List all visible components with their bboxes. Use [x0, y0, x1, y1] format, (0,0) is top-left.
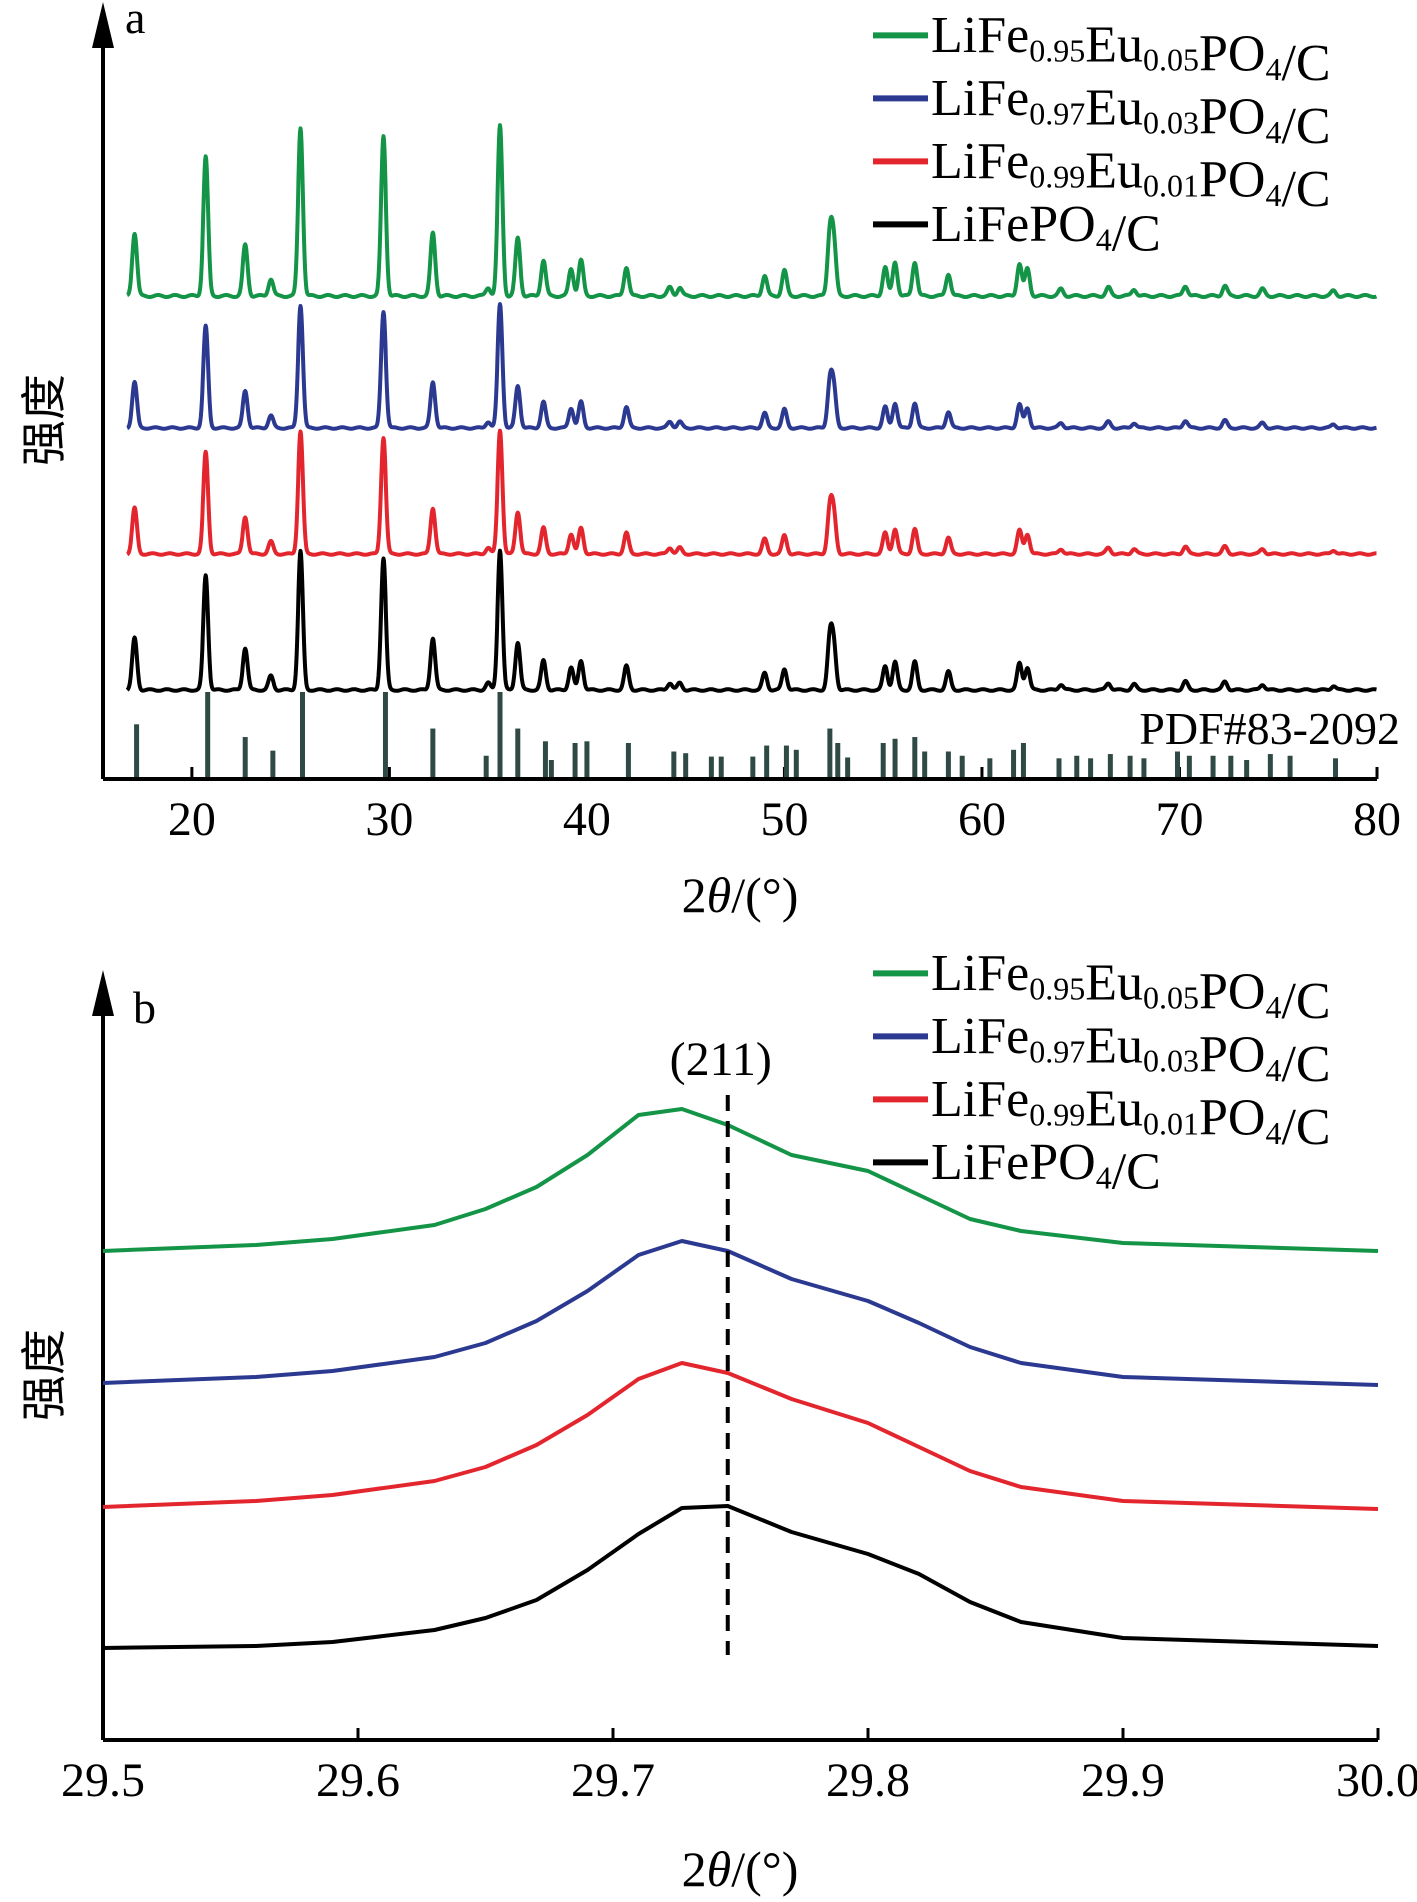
reference-line: [845, 757, 851, 777]
diffraction-pattern-line: [125, 548, 1378, 693]
reference-line: [683, 753, 689, 777]
panel-b-series: [102, 1107, 1379, 1650]
x-tick-label: 20: [168, 793, 216, 846]
reference-line: [880, 743, 886, 777]
reference-line: [835, 743, 841, 777]
reference-line: [497, 692, 503, 777]
x-tick-label: 29.7: [571, 1754, 655, 1807]
reference-line: [584, 741, 590, 777]
reference-line: [270, 750, 276, 777]
reference-line: [1088, 758, 1094, 777]
reference-line: [783, 745, 789, 777]
legend-entry: LiFe0.99Eu0.01PO4/C: [931, 1071, 1331, 1156]
reference-line: [793, 749, 799, 777]
reference-label: PDF#83-2092: [1139, 703, 1400, 754]
peak-profile-line: [102, 1361, 1379, 1511]
panel-a-x-label: 2θ/(°): [682, 867, 799, 923]
x-tick-label: 60: [958, 793, 1006, 846]
peak-profile-line: [102, 1107, 1379, 1253]
legend-entry: LiFe0.97Eu0.03PO4/C: [931, 1008, 1331, 1093]
reference-line: [718, 756, 724, 777]
panel-b-legend: LiFe0.95Eu0.05PO4/CLiFe0.97Eu0.03PO4/CLi…: [873, 945, 1331, 1200]
peak-profile-line: [102, 1504, 1379, 1650]
panel-a-y-label: 强度: [19, 374, 70, 466]
reference-line: [1228, 755, 1234, 777]
panel-a-legend: LiFe0.95Eu0.05PO4/CLiFe0.97Eu0.03PO4/CLi…: [873, 7, 1331, 262]
diffraction-pattern-line: [125, 302, 1378, 431]
reference-line: [625, 743, 631, 777]
reference-line: [1074, 755, 1080, 777]
reference-line: [708, 756, 714, 777]
x-tick-label: 29.8: [826, 1754, 910, 1807]
reference-line: [1011, 749, 1017, 777]
reference-line: [1056, 758, 1062, 777]
panel-b-x-label: 2θ/(°): [682, 1841, 799, 1897]
x-tick-label: 80: [1353, 793, 1401, 846]
panel-b-x-ticks: 29.5 29.6 29.7 29.8 29.9 30.0: [61, 1728, 1417, 1807]
panel-a-y-axis-arrow: [92, 2, 114, 48]
reflection-211-label: (211): [670, 1033, 772, 1086]
reference-line: [959, 755, 965, 777]
x-tick-label: 29.6: [316, 1754, 400, 1807]
legend-entry: LiFe0.99Eu0.01PO4/C: [931, 133, 1331, 218]
x-tick-label: 30: [365, 793, 413, 846]
peak-profile-line: [102, 1239, 1379, 1387]
reference-line: [987, 758, 993, 777]
legend-entry: LiFe0.95Eu0.05PO4/C: [931, 945, 1331, 1030]
legend-entry: LiFePO4/C: [931, 196, 1161, 262]
reference-line: [1141, 758, 1147, 777]
legend-entry: LiFe0.95Eu0.05PO4/C: [931, 7, 1331, 92]
reference-line: [671, 751, 677, 777]
reference-line: [299, 692, 305, 777]
reference-line: [483, 755, 489, 777]
x-tick-label: 29.5: [61, 1754, 145, 1807]
reference-line: [750, 756, 756, 777]
reference-line: [1175, 751, 1181, 777]
reference-line: [1333, 758, 1339, 777]
x-tick-label: 40: [563, 793, 611, 846]
reference-line: [1267, 754, 1273, 777]
reference-line: [1210, 755, 1216, 777]
x-tick-label: 30.0: [1336, 1754, 1417, 1807]
reference-line: [1127, 755, 1133, 777]
reference-line: [1244, 760, 1250, 777]
reference-line: [205, 692, 211, 777]
reference-line: [764, 745, 770, 777]
diffraction-pattern-line: [125, 123, 1378, 299]
reference-line: [134, 724, 140, 777]
panel-b-y-label: 强度: [19, 1329, 70, 1421]
legend-entry: LiFePO4/C: [931, 1134, 1161, 1200]
panel-a-series: [125, 123, 1378, 693]
reference-line: [542, 741, 548, 777]
panel-a-reference-pattern: [134, 692, 1339, 777]
legend-entry: LiFe0.97Eu0.03PO4/C: [931, 70, 1331, 155]
reference-line: [1287, 755, 1293, 777]
panel-b-chart: b 29.5 29.6 29.7 29.8 29.9 30.0 (211) 强度 2θ/(…: [19, 945, 1417, 1897]
reference-line: [548, 760, 554, 777]
x-tick-label: 70: [1155, 793, 1203, 846]
reference-line: [572, 743, 578, 777]
panel-b-y-axis-arrow: [92, 970, 114, 1016]
reference-line: [430, 728, 436, 777]
reference-line: [1107, 754, 1113, 777]
reference-line: [515, 728, 521, 777]
reference-line: [827, 728, 833, 777]
reference-line: [1020, 743, 1026, 777]
panel-b-label: b: [133, 982, 156, 1033]
panel-a-chart: a 20 30 40 50 60 70 80 PDF#83-2092 强度 2θ/(°) L…: [19, 0, 1401, 923]
panel-a-label: a: [125, 0, 145, 43]
reference-line: [892, 738, 898, 777]
reference-line: [242, 737, 248, 777]
reference-line: [912, 737, 918, 777]
x-tick-label: 29.9: [1081, 1754, 1165, 1807]
reference-line: [382, 692, 388, 777]
reference-line: [1186, 755, 1192, 777]
reference-line: [945, 751, 951, 777]
reference-line: [922, 751, 928, 777]
diffraction-pattern-line: [125, 428, 1378, 557]
x-tick-label: 50: [760, 793, 808, 846]
